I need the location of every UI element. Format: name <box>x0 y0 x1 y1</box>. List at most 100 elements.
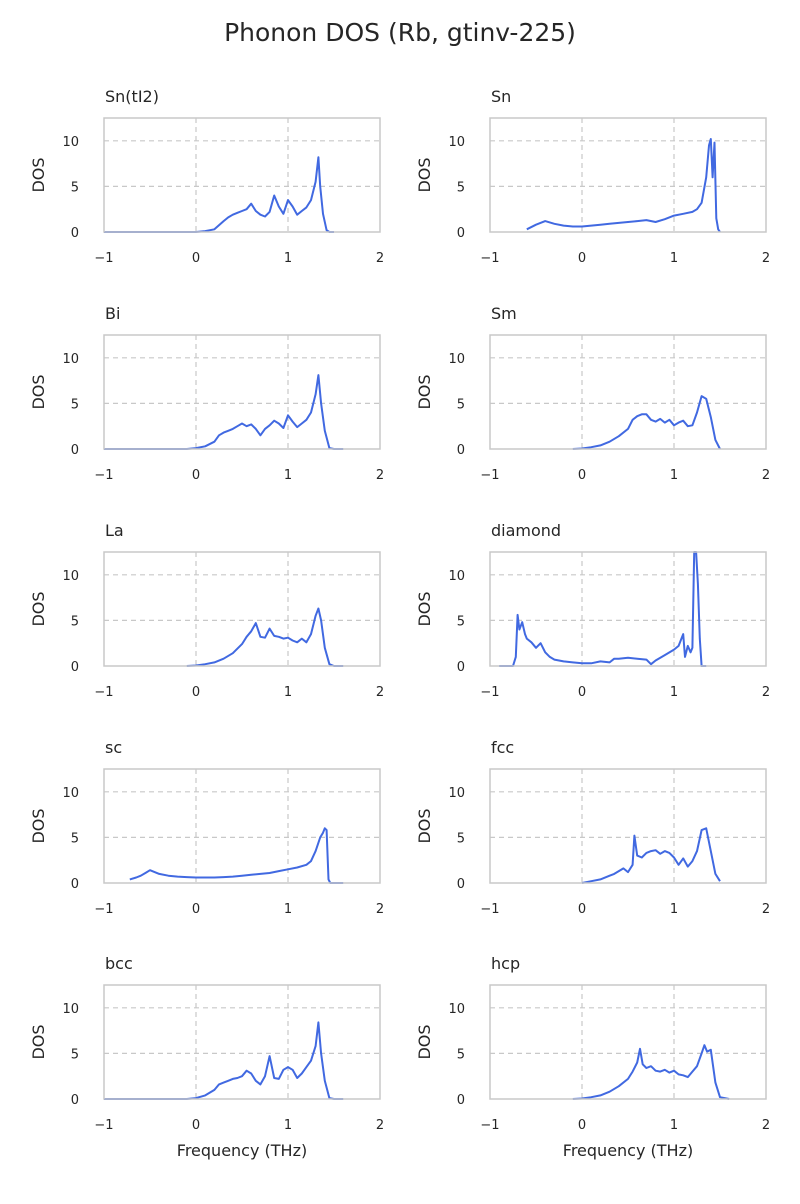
panel-0-frame <box>103 117 381 233</box>
panel-3-xtick-label-2: 1 <box>670 468 678 483</box>
panel-0-ytick-label-2: 10 <box>62 135 79 150</box>
panel-2-title: Bi <box>105 304 120 323</box>
panel-5-frame <box>489 551 767 667</box>
panel-5-dos-line <box>499 551 707 667</box>
panel-0-title: Sn(tI2) <box>105 87 159 106</box>
panel-5-ylabel: DOS <box>415 591 434 626</box>
panel-7-xtick-label-3: 2 <box>762 902 770 917</box>
panel-5-xtick-label-0: −1 <box>480 685 499 700</box>
panel-6-frame <box>103 768 381 884</box>
panel-4-xtick-label-3: 2 <box>376 685 384 700</box>
panel-3-xtick-label-3: 2 <box>762 468 770 483</box>
panel-1-ytick-label-0: 0 <box>457 226 465 241</box>
panel-0-xtick-label-0: −1 <box>94 251 113 266</box>
panel-2-xtick-label-3: 2 <box>376 468 384 483</box>
panel-6-dos-line <box>129 827 344 884</box>
panel-3-xtick-label-0: −1 <box>480 468 499 483</box>
panel-1-xtick-label-1: 0 <box>578 251 586 266</box>
panel-7-frame <box>489 768 767 884</box>
panel-1-ylabel: DOS <box>415 157 434 192</box>
panel-9-title: hcp <box>491 954 520 973</box>
panel-3-ylabel: DOS <box>415 374 434 409</box>
panel-5-xtick-label-1: 0 <box>578 685 586 700</box>
panel-7-ytick-label-1: 5 <box>457 831 465 846</box>
panel-3-dos-line <box>572 395 721 450</box>
panel-2-ytick-label-1: 5 <box>71 397 79 412</box>
panel-2-xtick-label-1: 0 <box>192 468 200 483</box>
panel-7-dos-line <box>581 827 721 884</box>
panel-2-dos-line <box>104 374 344 450</box>
panel-6-ytick-label-0: 0 <box>71 877 79 892</box>
panel-7-title: fcc <box>491 738 514 757</box>
panel-4-title: La <box>105 521 124 540</box>
panel-5-xtick-label-3: 2 <box>762 685 770 700</box>
panel-9-dos-line <box>572 1044 730 1100</box>
panel-1-title: Sn <box>491 87 511 106</box>
panel-6-ytick-label-2: 10 <box>62 786 79 801</box>
panel-1-xtick-label-2: 1 <box>670 251 678 266</box>
panel-7-xtick-label-0: −1 <box>480 902 499 917</box>
panel-9-xtick-label-0: −1 <box>480 1118 499 1133</box>
panel-8-xlabel: Frequency (THz) <box>177 1141 307 1160</box>
panel-2-xtick-label-2: 1 <box>284 468 292 483</box>
panel-0-ylabel: DOS <box>29 157 48 192</box>
panel-8-ylabel: DOS <box>29 1024 48 1059</box>
panel-6-ytick-label-1: 5 <box>71 831 79 846</box>
panel-4-frame <box>103 551 381 667</box>
panel-8-frame <box>103 984 381 1100</box>
panel-9-ytick-label-2: 10 <box>448 1002 465 1017</box>
panel-9-xtick-label-3: 2 <box>762 1118 770 1133</box>
panel-0-ytick-label-0: 0 <box>71 226 79 241</box>
panel-6-xtick-label-0: −1 <box>94 902 113 917</box>
panel-9-frame <box>489 984 767 1100</box>
panel-8-xtick-label-2: 1 <box>284 1118 292 1133</box>
panel-5-xtick-label-2: 1 <box>670 685 678 700</box>
panel-0-xtick-label-1: 0 <box>192 251 200 266</box>
panel-8-xtick-label-3: 2 <box>376 1118 384 1133</box>
panel-1-ytick-label-1: 5 <box>457 180 465 195</box>
panel-5-ytick-label-2: 10 <box>448 569 465 584</box>
panel-7-xtick-label-1: 0 <box>578 902 586 917</box>
panel-3-ytick-label-0: 0 <box>457 443 465 458</box>
panel-3-title: Sm <box>491 304 517 323</box>
panel-4-ylabel: DOS <box>29 591 48 626</box>
panel-8-title: bcc <box>105 954 133 973</box>
panel-4-xtick-label-1: 0 <box>192 685 200 700</box>
panel-4-ytick-label-0: 0 <box>71 660 79 675</box>
panel-2-ytick-label-0: 0 <box>71 443 79 458</box>
panel-8-ytick-label-2: 10 <box>62 1002 79 1017</box>
panel-7-ylabel: DOS <box>415 808 434 843</box>
panel-4-ytick-label-1: 5 <box>71 614 79 629</box>
panel-3-ytick-label-1: 5 <box>457 397 465 412</box>
panel-6-title: sc <box>105 738 122 757</box>
panel-7-xtick-label-2: 1 <box>670 902 678 917</box>
panel-0-xtick-label-2: 1 <box>284 251 292 266</box>
panel-3-frame <box>489 334 767 450</box>
panel-8-dos-line <box>104 1021 344 1100</box>
panel-1-frame <box>489 117 767 233</box>
panel-4-dos-line <box>186 607 344 667</box>
panel-9-ylabel: DOS <box>415 1024 434 1059</box>
panel-4-xtick-label-2: 1 <box>284 685 292 700</box>
panel-8-ytick-label-0: 0 <box>71 1093 79 1108</box>
panel-9-xtick-label-2: 1 <box>670 1118 678 1133</box>
panel-9-xtick-label-1: 0 <box>578 1118 586 1133</box>
panel-6-xtick-label-3: 2 <box>376 902 384 917</box>
panel-5-ytick-label-0: 0 <box>457 660 465 675</box>
panel-8-xtick-label-0: −1 <box>94 1118 113 1133</box>
panel-2-ytick-label-2: 10 <box>62 352 79 367</box>
panel-9-ytick-label-0: 0 <box>457 1093 465 1108</box>
panel-8-xtick-label-1: 0 <box>192 1118 200 1133</box>
panel-6-ylabel: DOS <box>29 808 48 843</box>
panel-9-xlabel: Frequency (THz) <box>563 1141 693 1160</box>
panel-7-ytick-label-2: 10 <box>448 786 465 801</box>
panel-1-xtick-label-3: 2 <box>762 251 770 266</box>
panel-0-dos-line <box>104 156 334 233</box>
panel-3-ytick-label-2: 10 <box>448 352 465 367</box>
panel-1-ytick-label-2: 10 <box>448 135 465 150</box>
panel-6-xtick-label-2: 1 <box>284 902 292 917</box>
panel-0-ytick-label-1: 5 <box>71 180 79 195</box>
panel-2-xtick-label-0: −1 <box>94 468 113 483</box>
